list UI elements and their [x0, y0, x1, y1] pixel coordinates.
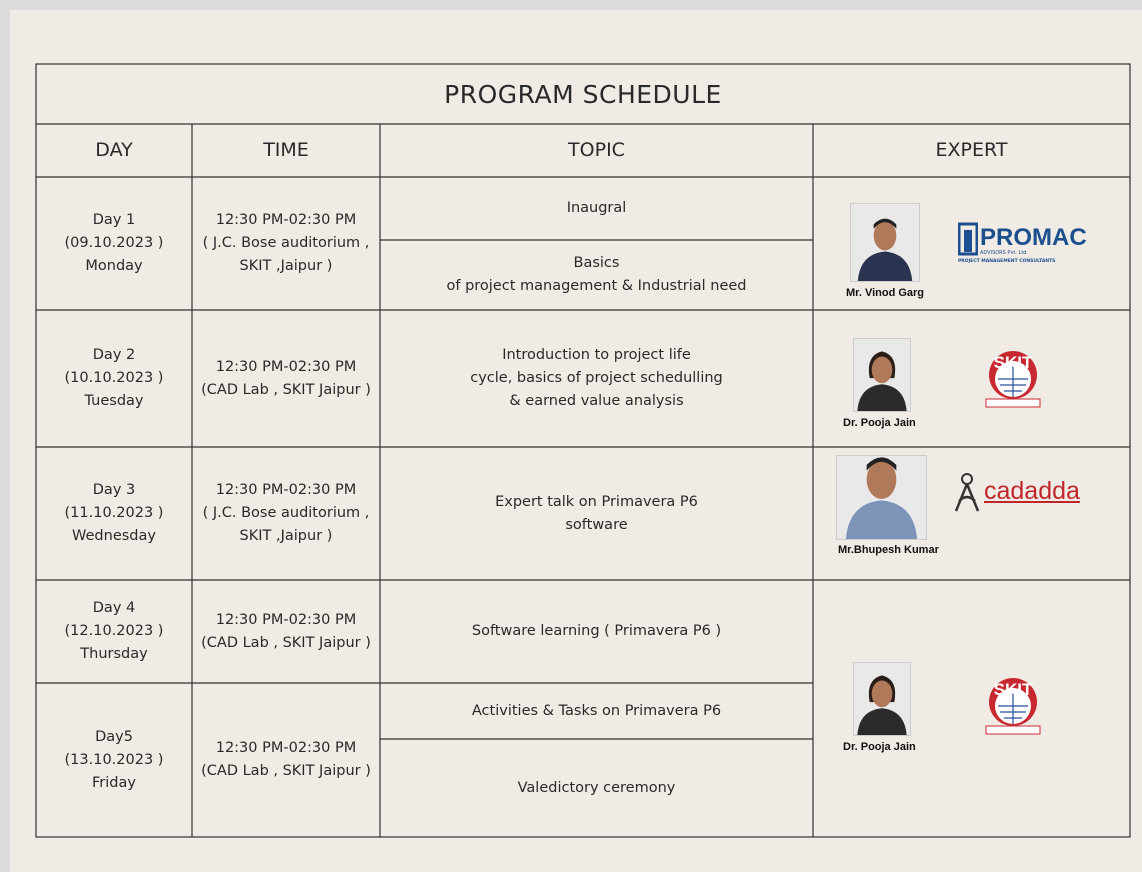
- text-line: (CAD Lab , SKIT Jaipur ): [201, 381, 371, 398]
- expert-photo: [836, 455, 927, 540]
- logo: SKIT: [980, 672, 1046, 738]
- document: [10, 10, 1142, 872]
- day-cell: Day 1 (09.10.2023 ) Monday: [36, 177, 192, 310]
- logo-subtext: ADVISORS Pvt. Ltd: [980, 250, 1027, 256]
- text-line: Software learning ( Primavera P6 ): [471, 623, 722, 639]
- text-line: Valedictory ceremony: [517, 779, 676, 796]
- logo-tagline: PROJECT MANAGEMENT CONSULTANTS: [958, 259, 1056, 264]
- expert-name: Dr. Pooja Jain: [843, 417, 916, 429]
- text-line: ( J.C. Bose auditorium ,: [202, 505, 370, 521]
- logo-text: cadadda: [984, 477, 1080, 505]
- topic-cell: Inaugral: [380, 177, 813, 240]
- topic-cell: Activities & Tasks on Primavera P6: [380, 683, 813, 739]
- logo-text: SKIT: [993, 680, 1033, 699]
- topic-cell: Software learning ( Primavera P6 ): [380, 580, 813, 683]
- day-cell: Day 2 (10.10.2023 ) Tuesday: [36, 310, 192, 447]
- text-line: Friday: [92, 774, 136, 791]
- logo: cadadda: [950, 471, 1095, 516]
- text-line: (CAD Lab , SKIT Jaipur ): [201, 634, 371, 651]
- text-line: Expert talk on Primavera P6: [495, 493, 698, 510]
- logo: SKIT: [980, 345, 1046, 411]
- text-line: Activities & Tasks on Primavera P6: [471, 702, 722, 719]
- text-line: software: [565, 516, 628, 533]
- expert-photo: [850, 203, 920, 282]
- time-cell: 12:30 PM-02:30 PM (CAD Lab , SKIT Jaipur …: [192, 310, 380, 447]
- text-line: (12.10.2023 ): [64, 623, 164, 639]
- text-line: (13.10.2023 ): [64, 751, 164, 768]
- text-line: Tuesday: [84, 393, 144, 409]
- day-cell: Day5 (13.10.2023 ) Friday: [36, 683, 192, 837]
- logo-text: SKIT: [993, 353, 1033, 372]
- table-title: PROGRAM SCHEDULE: [444, 79, 722, 109]
- logo-text: PROMAC: [980, 224, 1087, 251]
- text-line: (10.10.2023 ): [64, 370, 164, 386]
- photo-figure: [857, 675, 907, 735]
- expert-cell: Dr. Pooja Jain SKIT: [813, 310, 1130, 447]
- text-line: (09.10.2023 ): [64, 235, 164, 251]
- text-line: ( J.C. Bose auditorium ,: [202, 235, 370, 251]
- text-line: Thursday: [80, 646, 148, 662]
- text-line: Basics: [573, 255, 620, 271]
- logo-mark: [985, 678, 1041, 735]
- text-line: cycle, basics of project schedulling: [470, 370, 723, 386]
- expert-photo: [853, 338, 911, 412]
- text-line: Day 1: [92, 212, 136, 228]
- logo-mark: [954, 473, 980, 512]
- time-cell: 12:30 PM-02:30 PM ( J.C. Bose auditorium …: [192, 177, 380, 310]
- time-cell: 12:30 PM-02:30 PM (CAD Lab , SKIT Jaipur …: [192, 683, 380, 837]
- text-line: 12:30 PM-02:30 PM: [215, 740, 357, 756]
- topic-cell: Expert talk on Primavera P6 software: [380, 447, 813, 580]
- logo: PROMAC ADVISORS Pvt. Ltd PROJECT MANAGEMEN…: [957, 222, 1087, 266]
- text-line: Day 4: [92, 600, 136, 616]
- text-line: of project management & Industrial need: [446, 278, 747, 294]
- text-line: 12:30 PM-02:30 PM: [215, 482, 357, 498]
- text-line: 12:30 PM-02:30 PM: [215, 212, 357, 228]
- text-line: 12:30 PM-02:30 PM: [215, 611, 357, 628]
- day-cell: Day 4 (12.10.2023 ) Thursday: [36, 580, 192, 683]
- topic-cell: Valedictory ceremony: [380, 739, 813, 837]
- text-line: Inaugral: [566, 200, 627, 216]
- expert-cell: Mr. Vinod Garg PROMAC ADVISORS Pvt. Ltd PRO…: [813, 177, 1130, 310]
- text-line: Day5: [95, 728, 133, 745]
- text-line: Day 3: [92, 482, 136, 498]
- header: TOPIC: [568, 139, 625, 161]
- text-line: SKIT ,Jaipur ): [239, 258, 333, 274]
- topic-cell: Basics of project management & Industrial…: [380, 240, 813, 310]
- photo-figure: [857, 218, 913, 281]
- photo-figure: [845, 457, 918, 539]
- logo-mark: [985, 351, 1041, 408]
- text-line: Monday: [85, 258, 143, 274]
- expert-cell: Dr. Pooja Jain SKIT: [813, 580, 1130, 837]
- header: TIME: [263, 139, 309, 161]
- expert-name: Dr. Pooja Jain: [843, 741, 916, 753]
- text-line: (11.10.2023 ): [64, 505, 164, 521]
- text-line: Wednesday: [72, 528, 156, 544]
- expert-photo: [853, 662, 911, 736]
- time-cell: 12:30 PM-02:30 PM ( J.C. Bose auditorium …: [192, 447, 380, 580]
- expert-name: Mr. Vinod Garg: [846, 287, 925, 299]
- expert-name: Mr.Bhupesh Kumar: [838, 544, 939, 556]
- text-line: SKIT ,Jaipur ): [239, 528, 333, 544]
- text-line: Introduction to project life: [502, 347, 691, 363]
- day-cell: Day 3 (11.10.2023 ) Wednesday: [36, 447, 192, 580]
- photo-figure: [857, 351, 907, 411]
- text-line: (CAD Lab , SKIT Jaipur ): [201, 763, 371, 779]
- header: EXPERT: [935, 139, 1008, 161]
- expert-cell: Mr.Bhupesh Kumar cadadda: [813, 447, 1130, 580]
- text-line: & earned value analysis: [509, 393, 684, 409]
- text-line: Day 2: [92, 347, 136, 363]
- text-line: 12:30 PM-02:30 PM: [215, 358, 357, 375]
- time-cell: 12:30 PM-02:30 PM (CAD Lab , SKIT Jaipur …: [192, 580, 380, 683]
- topic-cell: Introduction to project life cycle, basic…: [380, 310, 813, 447]
- header: DAY: [95, 139, 133, 161]
- logo-mark: [957, 222, 979, 256]
